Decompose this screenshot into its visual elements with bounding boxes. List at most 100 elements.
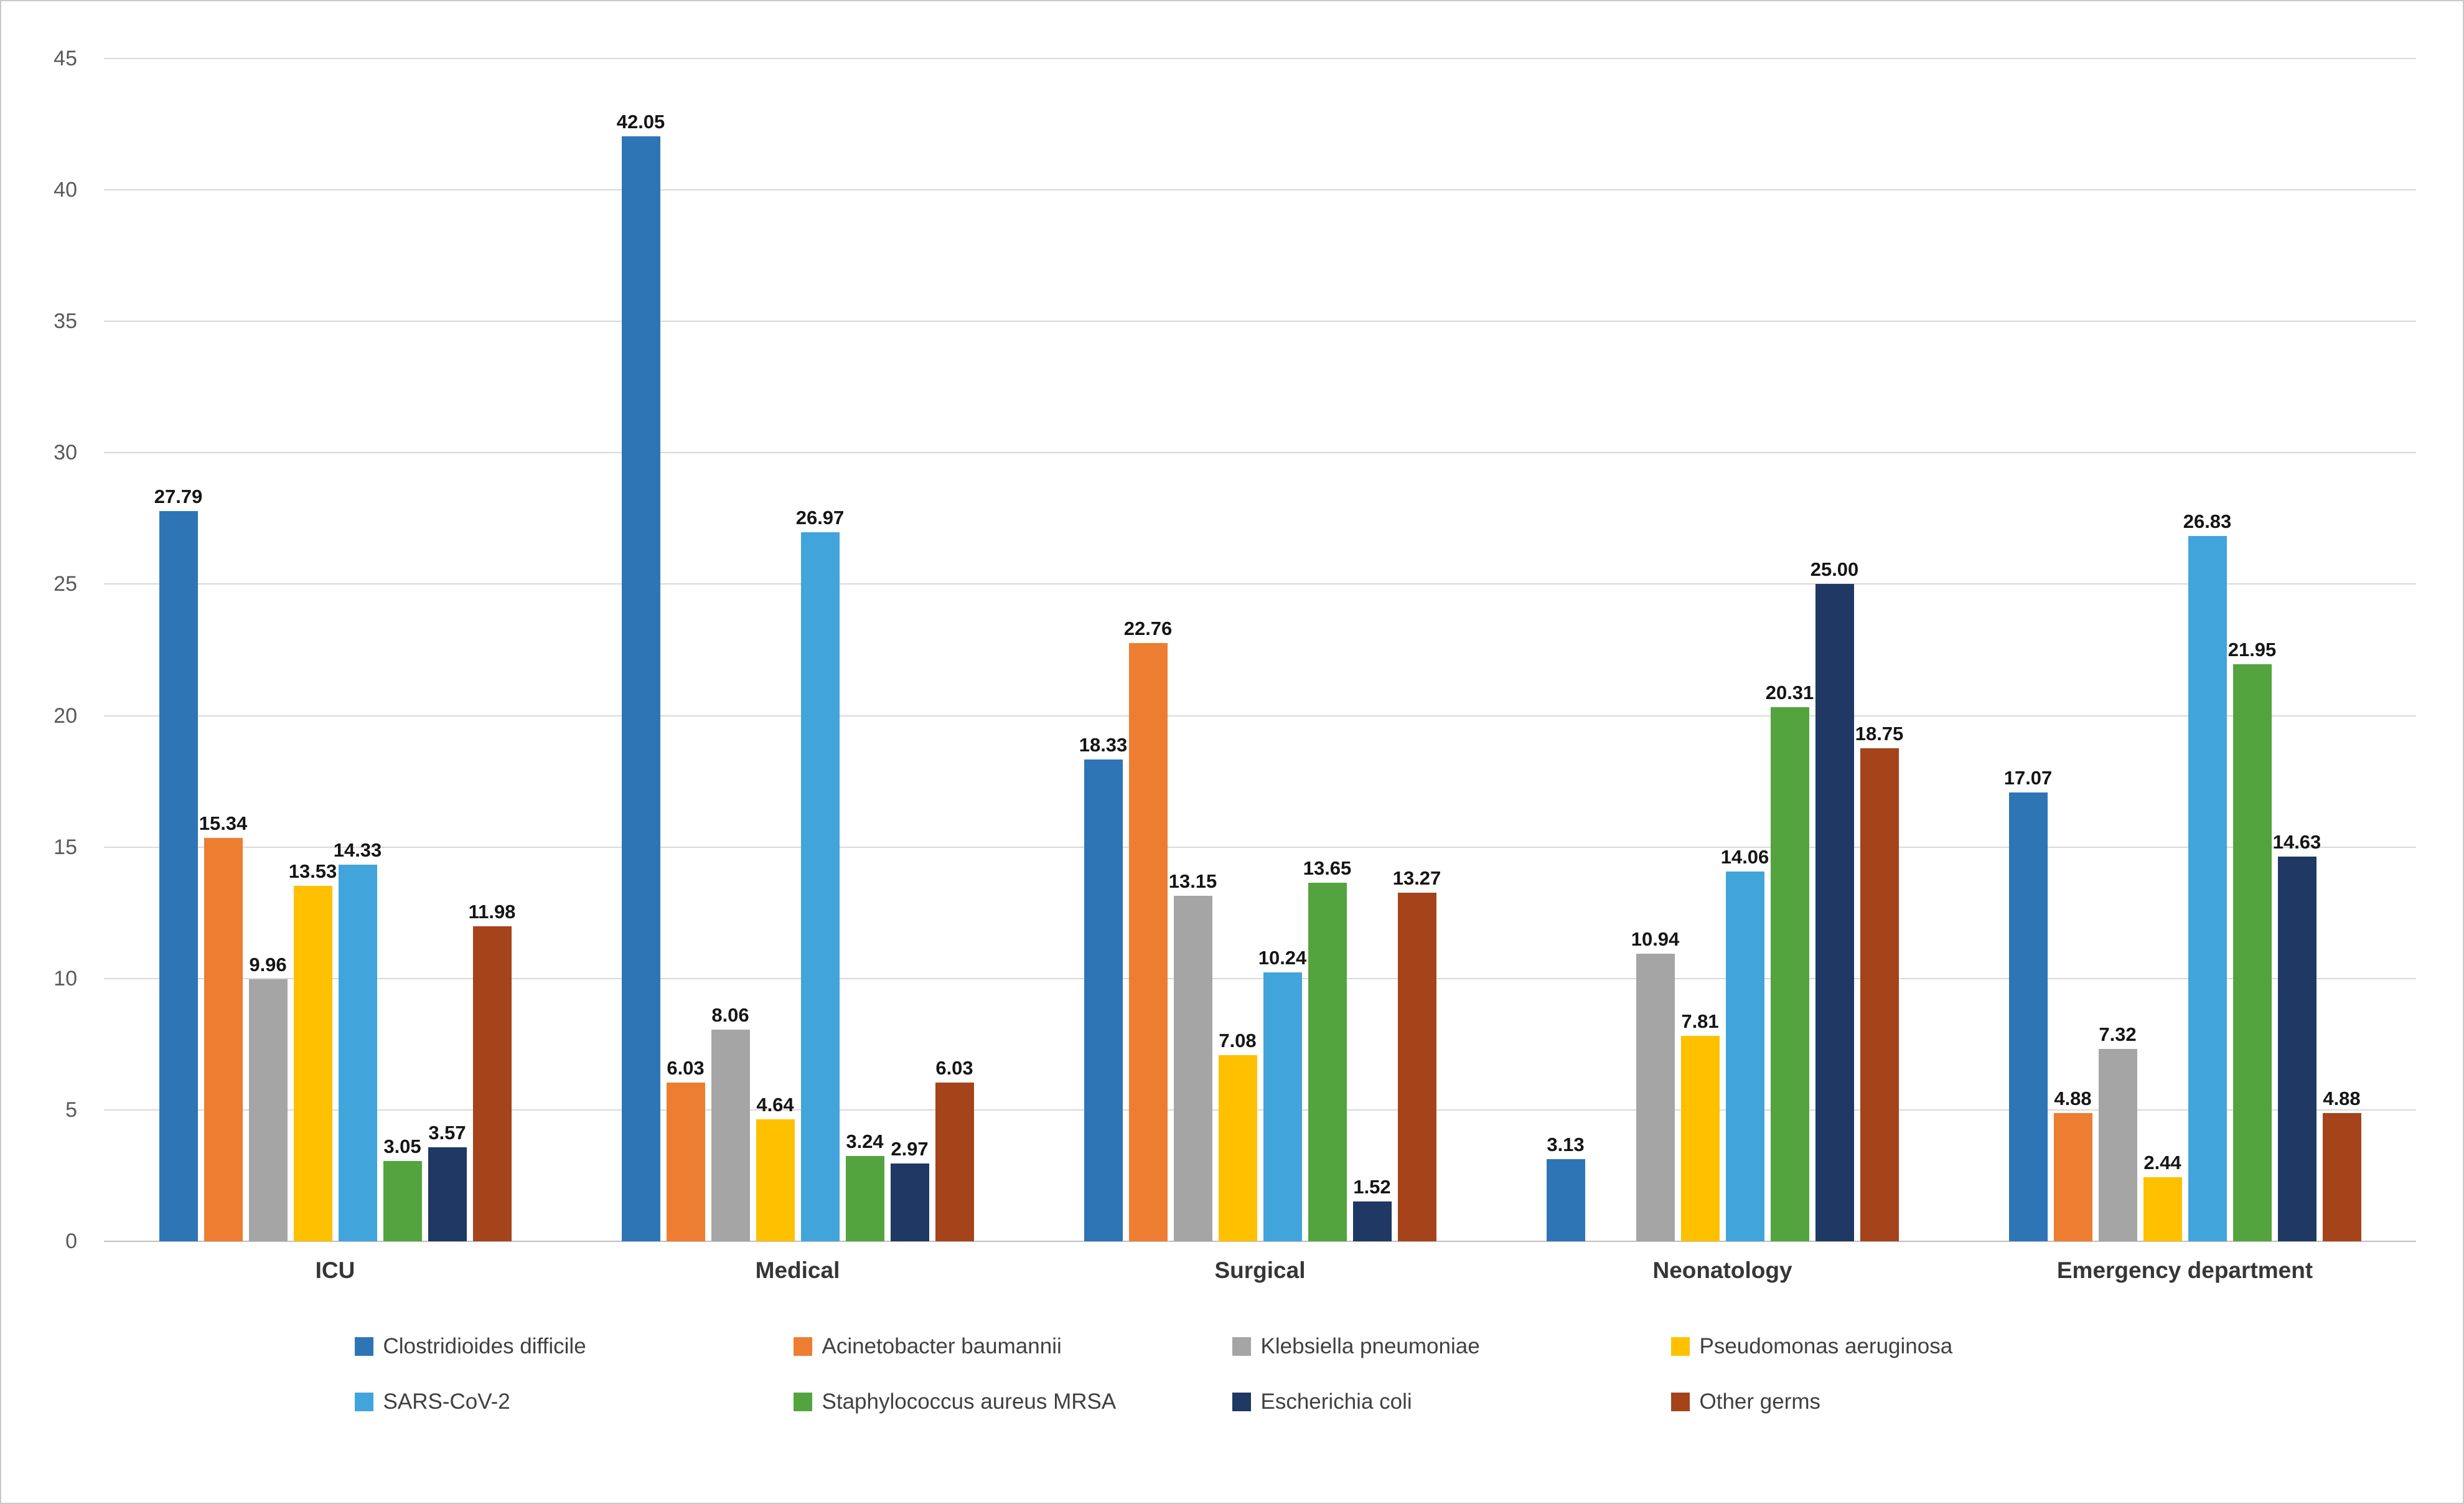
bar: 17.07 [2004,768,2052,1241]
bar-value-label: 14.33 [333,839,382,861]
bar-value-label: 26.83 [2183,510,2232,533]
category-label: Neonatology [1652,1257,1792,1283]
category-label: Emergency department [2056,1257,2313,1283]
legend-item: Staphylococcus aureus MRSA [793,1389,1232,1414]
bar-value-label: 13.15 [1168,870,1217,892]
category-label: Medical [755,1257,840,1283]
bar-value-label: 6.03 [667,1057,705,1079]
bar-value-label: 22.76 [1123,618,1173,640]
bar-value-label: 18.33 [1079,734,1128,756]
y-tick-label: 40 [54,178,77,202]
bar-value-label: 17.07 [2003,767,2053,789]
bar-value-label: 6.03 [935,1057,973,1079]
bar-value-label: 13.65 [1303,857,1352,879]
bar: 4.88 [2053,1089,2092,1241]
gridline [104,189,2416,191]
bar: 21.95 [2228,640,2276,1241]
bar: 4.64 [756,1095,795,1241]
bar: 26.97 [796,508,844,1241]
bar: 3.13 [1546,1135,1585,1241]
bar: 15.34 [199,814,247,1241]
bar-groups: 27.79 15.34 9.96 13.53 14.33 3.05 3.57 11.98 42.… [104,59,2416,1241]
bar: 8.06 [711,1005,750,1241]
legend-swatch-icon [793,1392,812,1411]
bar-group: 27.79 15.34 9.96 13.53 14.33 3.05 3.57 11.98 [104,59,566,1241]
y-tick-label: 45 [54,47,77,70]
legend-swatch-icon [1670,1337,1690,1356]
category-label: Surgical [1214,1257,1306,1283]
bar-value-label: 3.05 [383,1135,421,1158]
legend-item: Escherichia coli [1232,1389,1671,1414]
bar-group: 42.05 6.03 8.06 4.64 26.97 3.24 2.97 6.03 [566,59,1029,1241]
bar: 3.24 [845,1132,884,1241]
bar-value-label: 25.00 [1810,558,1859,581]
bar: 22.76 [1124,619,1172,1241]
bar: 13.53 [289,862,337,1241]
y-tick-label: 5 [65,1097,77,1122]
bar: 14.33 [334,840,382,1241]
legend-label: Clostridioides difficile [383,1334,586,1358]
legend-swatch-icon [1670,1392,1690,1411]
bar: 25.00 [1811,560,1858,1241]
bar: 7.08 [1218,1031,1257,1241]
plot-area: 27.79 15.34 9.96 13.53 14.33 3.05 3.57 11.98 42.… [104,58,2416,1242]
bar: 9.96 [248,955,288,1241]
bar-value-label: 13.53 [288,860,337,882]
bar-value-label: 1.52 [1353,1175,1391,1198]
legend-label: Staphylococcus aureus MRSA [822,1389,1117,1414]
y-tick-label: 20 [54,703,77,728]
bar-value-label: 11.98 [468,901,516,923]
bar-value-label: 10.94 [1631,928,1680,951]
y-tick-label: 15 [54,835,77,859]
y-tick-label: 30 [54,441,77,465]
gridline [104,977,2416,979]
legend-row: SARS-CoV-2 Staphylococcus aureus MRSA Esch… [354,1389,2110,1414]
gridline [104,715,2416,717]
legend-swatch-icon [1232,1337,1251,1356]
bar: 13.15 [1169,872,1217,1241]
bar-value-label: 10.24 [1258,946,1307,969]
legend-label: Pseudomonas aeruginosa [1699,1334,1953,1358]
bar: 10.24 [1258,948,1306,1241]
y-tick-label: 25 [54,572,77,596]
bar-value-label: 3.24 [846,1130,884,1153]
bar: 7.32 [2098,1025,2137,1241]
bar-value-label: 7.81 [1681,1010,1719,1033]
bar-value-label: 2.44 [2143,1151,2181,1173]
bar: 13.27 [1393,868,1441,1241]
gridline [104,846,2416,848]
bar-group: 18.33 22.76 13.15 7.08 10.24 13.65 1.52 13.27 [1029,59,1491,1241]
bar-value-label: 14.06 [1720,846,1769,868]
bar: 13.65 [1303,858,1351,1241]
legend-label: Klebsiella pneumoniae [1260,1334,1480,1358]
legend: Clostridioides difficile Acinetobacter ba… [1,1334,2463,1414]
bar-value-label: 7.08 [1219,1030,1257,1052]
bar: 2.97 [890,1139,929,1241]
bar-value-label: 20.31 [1765,682,1814,704]
bar-value-label: 7.32 [2099,1023,2137,1045]
bar-value-label: 3.57 [428,1122,466,1144]
y-tick-label: 10 [54,966,77,990]
legend-swatch-icon [1232,1392,1251,1411]
legend-label: Other germs [1699,1389,1821,1414]
bar-value-label: 42.05 [616,110,665,133]
bar-value-label: 13.27 [1392,867,1441,889]
bar-value-label: 4.88 [2054,1087,2092,1109]
bar: 18.33 [1079,735,1127,1241]
bar: 3.05 [383,1137,422,1241]
gridline [104,321,2416,322]
bar: 27.79 [154,487,202,1241]
bar-value-label: 8.06 [711,1003,749,1026]
y-axis: 0 5 10 15 20 25 30 35 40 45 [1,48,95,1252]
bar: 11.98 [469,902,515,1241]
gridline [104,1109,2416,1111]
bar: 7.81 [1680,1012,1720,1241]
legend-item: Klebsiella pneumoniae [1232,1334,1671,1359]
bar-value-label: 2.97 [891,1137,929,1160]
bar: 26.83 [2183,512,2231,1241]
legend-label: SARS-CoV-2 [383,1389,510,1414]
legend-item: Other germs [1670,1389,2110,1414]
bar: 3.57 [428,1123,467,1241]
y-tick-label: 35 [54,309,77,334]
